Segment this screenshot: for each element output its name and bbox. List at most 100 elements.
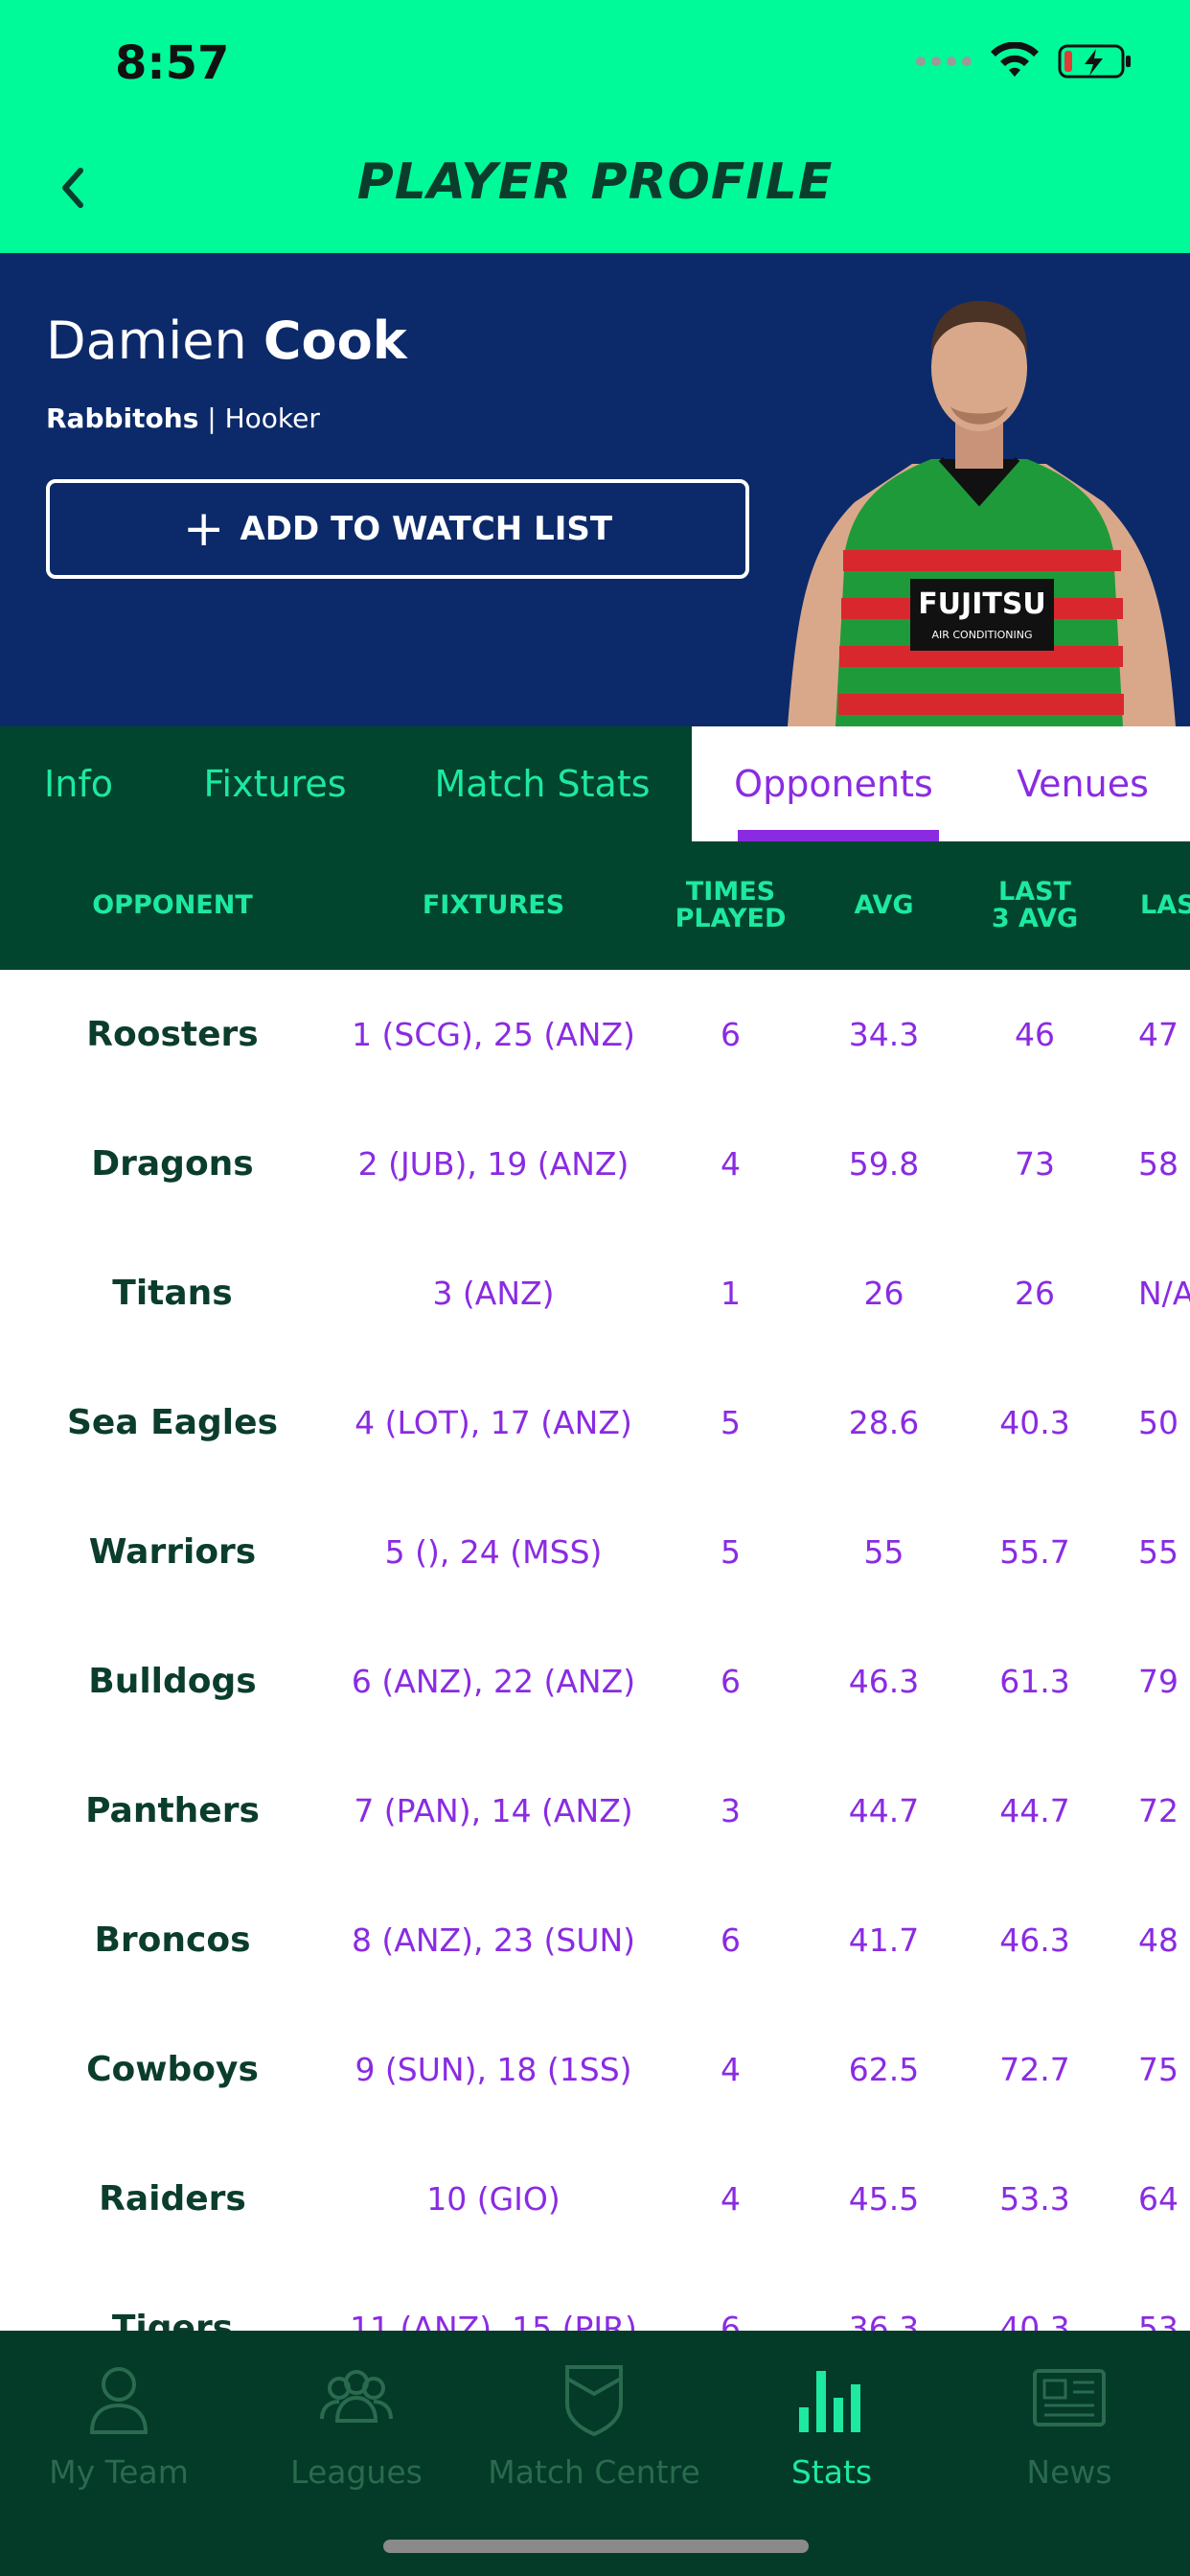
add-to-watch-list-button[interactable]: + ADD TO WATCH LIST — [46, 479, 749, 579]
cell-fixtures: 10 (GIO) — [426, 2180, 561, 2218]
cell-times-played: 5 — [721, 1533, 741, 1571]
cell-last: 47 — [1138, 1016, 1179, 1053]
column-header-last: LAS — [1140, 889, 1190, 920]
cell-avg: 34.3 — [848, 1016, 920, 1053]
cell-last-3-avg: 61.3 — [999, 1663, 1070, 1700]
column-header-last-3-avg: LAST 3 AVG — [991, 876, 1079, 933]
jersey-sponsor-subtext: AIR CONDITIONING — [931, 629, 1032, 641]
cell-times-played: 6 — [721, 1921, 741, 1959]
cell-opponent: Broncos — [94, 1920, 251, 1960]
nav-my-team[interactable]: My Team — [0, 2350, 238, 2532]
cell-last: 53 — [1138, 2310, 1179, 2331]
column-header-opponent: OPPONENT — [92, 889, 253, 920]
watch-list-label: ADD TO WATCH LIST — [240, 510, 613, 548]
cell-fixtures: 5 (), 24 (MSS) — [384, 1533, 603, 1571]
status-time: 8:57 — [115, 36, 230, 90]
table-row[interactable]: Sea Eagles 4 (LOT), 17 (ANZ) 5 28.6 40.3 50 — [0, 1358, 1190, 1487]
cell-last-3-avg: 53.3 — [999, 2180, 1070, 2218]
cell-opponent: Bulldogs — [88, 1662, 257, 1701]
jersey-sponsor-text: FUJITSU — [918, 587, 1046, 621]
player-profile-banner: Damien Cook Rabbitohs | Hooker + ADD TO … — [0, 253, 1190, 726]
cell-opponent: Dragons — [91, 1144, 254, 1184]
nav-news[interactable]: News — [950, 2350, 1188, 2532]
status-icons — [916, 42, 1133, 80]
bottom-navigation: My Team Leagues Match Centre Stats — [0, 2331, 1190, 2576]
cell-last: 79 — [1138, 1663, 1179, 1700]
cell-fixtures: 2 (JUB), 19 (ANZ) — [357, 1145, 629, 1183]
cell-avg: 62.5 — [848, 2051, 920, 2088]
table-row[interactable]: Tigers 11 (ANZ), 15 (PIR) 6 36.3 40.3 53 — [0, 2264, 1190, 2331]
page-title: PLAYER PROFILE — [356, 153, 834, 211]
cell-fixtures: 3 (ANZ) — [432, 1275, 555, 1312]
tab-fixtures[interactable]: Fixtures — [203, 763, 347, 805]
table-row[interactable]: Warriors 5 (), 24 (MSS) 5 55 55.7 55 — [0, 1487, 1190, 1617]
nav-match-centre[interactable]: Match Centre — [475, 2350, 713, 2532]
cell-last-3-avg: 72.7 — [999, 2051, 1070, 2088]
column-header-times-played: TIMES PLAYED — [675, 876, 787, 933]
back-button[interactable] — [48, 161, 96, 215]
player-last-name: Cook — [263, 310, 407, 371]
home-indicator[interactable] — [383, 2540, 809, 2553]
cell-times-played: 5 — [721, 1404, 741, 1441]
cell-last-3-avg: 55.7 — [999, 1533, 1070, 1571]
tab-match-stats[interactable]: Match Stats — [434, 763, 651, 805]
nav-leagues[interactable]: Leagues — [238, 2350, 475, 2532]
cell-last-3-avg: 44.7 — [999, 1792, 1070, 1829]
player-name: Damien Cook — [46, 310, 407, 371]
cell-fixtures: 11 (ANZ), 15 (PIR) — [350, 2310, 637, 2331]
cell-fixtures: 9 (SUN), 18 (1SS) — [355, 2051, 632, 2088]
cell-last: 72 — [1138, 1792, 1179, 1829]
cell-avg: 46.3 — [848, 1663, 920, 1700]
bar-chart-icon — [799, 2371, 860, 2432]
tab-opponents[interactable]: Opponents — [692, 726, 975, 841]
cell-avg: 36.3 — [848, 2310, 920, 2331]
cell-fixtures: 8 (ANZ), 23 (SUN) — [351, 1921, 636, 1959]
table-row[interactable]: Titans 3 (ANZ) 1 26 26 N/A — [0, 1229, 1190, 1358]
table-row[interactable]: Panthers 7 (PAN), 14 (ANZ) 3 44.7 44.7 72 — [0, 1746, 1190, 1875]
cell-times-played: 6 — [721, 1663, 741, 1700]
opponents-table-header: OPPONENT FIXTURES TIMES PLAYED AVG LAST … — [0, 841, 1190, 970]
column-header-avg: AVG — [854, 889, 914, 920]
cell-last-3-avg: 40.3 — [999, 2310, 1070, 2331]
player-meta: Rabbitohs | Hooker — [46, 402, 320, 434]
app-header: 8:57 PLAYER PROFILE — [0, 0, 1190, 253]
cell-fixtures: 6 (ANZ), 22 (ANZ) — [351, 1663, 636, 1700]
nav-label: Stats — [790, 2453, 873, 2491]
cell-times-played: 4 — [721, 1145, 741, 1183]
person-icon — [89, 2367, 149, 2434]
tab-info[interactable]: Info — [44, 763, 113, 805]
cell-opponent: Warriors — [88, 1532, 257, 1572]
table-row[interactable]: Roosters 1 (SCG), 25 (ANZ) 6 34.3 46 47 — [0, 970, 1190, 1099]
shield-icon — [565, 2365, 623, 2436]
cell-times-played: 4 — [721, 2051, 741, 2088]
cell-avg: 41.7 — [848, 1921, 920, 1959]
column-header-fixtures: FIXTURES — [422, 889, 565, 920]
cell-last-3-avg: 40.3 — [999, 1404, 1070, 1441]
table-row[interactable]: Bulldogs 6 (ANZ), 22 (ANZ) 6 46.3 61.3 79 — [0, 1617, 1190, 1746]
nav-label: News — [1026, 2453, 1112, 2491]
table-row[interactable]: Cowboys 9 (SUN), 18 (1SS) 4 62.5 72.7 75 — [0, 2005, 1190, 2134]
cell-last-3-avg: 46 — [1015, 1016, 1055, 1053]
signal-icon — [916, 57, 972, 66]
tab-venues[interactable]: Venues — [975, 726, 1190, 841]
battery-charging-icon — [1058, 44, 1131, 79]
cell-opponent: Sea Eagles — [66, 1403, 278, 1442]
opponents-table-body[interactable]: Roosters 1 (SCG), 25 (ANZ) 6 34.3 46 47 Dragon… — [0, 970, 1190, 2331]
cell-last: 75 — [1138, 2051, 1179, 2088]
table-row[interactable]: Dragons 2 (JUB), 19 (ANZ) 4 59.8 73 58 — [0, 1099, 1190, 1229]
cell-last-3-avg: 26 — [1015, 1275, 1055, 1312]
table-row[interactable]: Broncos 8 (ANZ), 23 (SUN) 6 41.7 46.3 48 — [0, 1875, 1190, 2005]
table-row[interactable]: Raiders 10 (GIO) 4 45.5 53.3 64 — [0, 2134, 1190, 2264]
cell-avg: 55 — [863, 1533, 904, 1571]
cell-opponent: Titans — [112, 1274, 233, 1313]
cell-fixtures: 7 (PAN), 14 (ANZ) — [354, 1792, 633, 1829]
newspaper-icon — [1033, 2369, 1106, 2426]
cell-opponent: Tigers — [111, 2309, 234, 2331]
cell-last: 50 — [1138, 1404, 1179, 1441]
cell-avg: 28.6 — [848, 1404, 920, 1441]
nav-stats[interactable]: Stats — [713, 2350, 950, 2532]
cell-opponent: Panthers — [85, 1791, 260, 1830]
cell-last: 55 — [1138, 1533, 1179, 1571]
player-first-name: Damien — [46, 310, 247, 371]
cell-fixtures: 4 (LOT), 17 (ANZ) — [355, 1404, 632, 1441]
